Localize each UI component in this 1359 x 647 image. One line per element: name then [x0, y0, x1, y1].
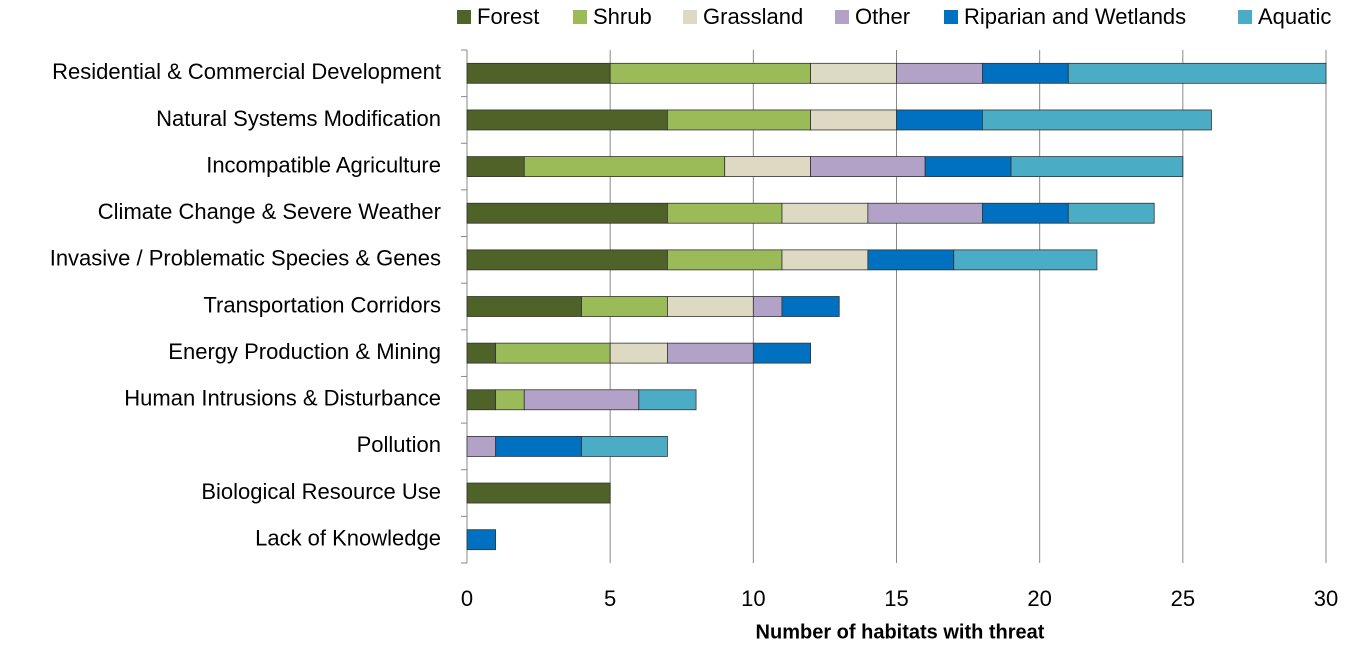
bar-segment [466, 482, 611, 504]
bar-segment [638, 389, 697, 411]
bar-segment [1067, 62, 1327, 84]
bar-segment [724, 156, 812, 177]
x-tick-label: 10 [741, 586, 765, 611]
bar-segment [667, 342, 754, 364]
legend-label: Forest [477, 4, 539, 29]
legend-label: Shrub [593, 4, 652, 29]
bar-segment [466, 202, 668, 224]
bar-segment [523, 389, 640, 411]
y-tick-label: Biological Resource Use [201, 479, 441, 504]
bar-segment [667, 109, 812, 131]
bar-segment [781, 296, 840, 317]
bar-segment [781, 249, 869, 271]
bar-segment [466, 389, 497, 411]
bar-segment [495, 436, 582, 457]
bar-segment [867, 249, 955, 271]
legend-swatch [944, 10, 958, 24]
y-tick-label: Invasive / Problematic Species & Genes [50, 246, 441, 271]
bar-segment [495, 342, 611, 364]
legend-label: Riparian and Wetlands [964, 4, 1186, 29]
bar-segment [752, 296, 783, 317]
x-axis-title: Number of habitats with threat [756, 621, 1045, 643]
bar-segment [667, 249, 783, 271]
y-tick-label: Residential & Commercial Development [52, 59, 441, 84]
bar-segment [466, 156, 525, 177]
bar-segment [581, 436, 668, 457]
bar-segment [495, 389, 525, 411]
bar-segment [466, 529, 497, 551]
legend-swatch [683, 10, 697, 24]
y-tick-label: Natural Systems Modification [156, 106, 441, 131]
y-tick-label: Transportation Corridors [203, 292, 441, 317]
bar-segment [924, 156, 1012, 177]
bar-segment [810, 109, 897, 131]
y-tick-label: Human Intrusions & Disturbance [124, 386, 441, 411]
legend-label: Other [855, 4, 910, 29]
bar-segment [466, 62, 611, 84]
bar-segment [667, 202, 783, 224]
bar-segment [982, 62, 1069, 84]
bar-segment [867, 202, 983, 224]
bar-segment [466, 296, 582, 317]
bar-segment [752, 342, 811, 364]
bar-segment [609, 342, 668, 364]
bar-segment [466, 436, 497, 457]
legend-swatch [835, 10, 849, 24]
bar-segment [896, 62, 983, 84]
bar-segment [466, 109, 668, 131]
legend-swatch [573, 10, 587, 24]
bar-segment [1067, 202, 1155, 224]
bar-segment [896, 109, 983, 131]
bar-segment [1010, 156, 1184, 177]
x-tick-label: 5 [604, 586, 616, 611]
y-tick-label: Climate Change & Severe Weather [98, 199, 441, 224]
legend-swatch [1238, 10, 1252, 24]
bar-segment [982, 109, 1212, 131]
bar-segment [810, 156, 926, 177]
x-tick-label: 25 [1171, 586, 1195, 611]
x-tick-label: 30 [1314, 586, 1338, 611]
bar-segment [581, 296, 668, 317]
x-tick-label: 0 [461, 586, 473, 611]
y-tick-label: Pollution [357, 432, 441, 457]
y-tick-label: Lack of Knowledge [255, 525, 441, 550]
legend-swatch [457, 10, 471, 24]
legend-label: Aquatic [1258, 4, 1331, 29]
legend-label: Grassland [703, 4, 803, 29]
bar-segment [466, 342, 497, 364]
bar-segment [953, 249, 1098, 271]
bar-segment [667, 296, 754, 317]
bar-segment [609, 62, 812, 84]
bar-segment [810, 62, 897, 84]
x-tick-label: 15 [884, 586, 908, 611]
y-tick-label: Energy Production & Mining [168, 339, 441, 364]
x-tick-label: 20 [1027, 586, 1051, 611]
y-tick-label: Incompatible Agriculture [206, 152, 441, 177]
bar-segment [523, 156, 726, 177]
bar-segment [982, 202, 1069, 224]
bar-segment [781, 202, 869, 224]
bar-segment [466, 249, 668, 271]
